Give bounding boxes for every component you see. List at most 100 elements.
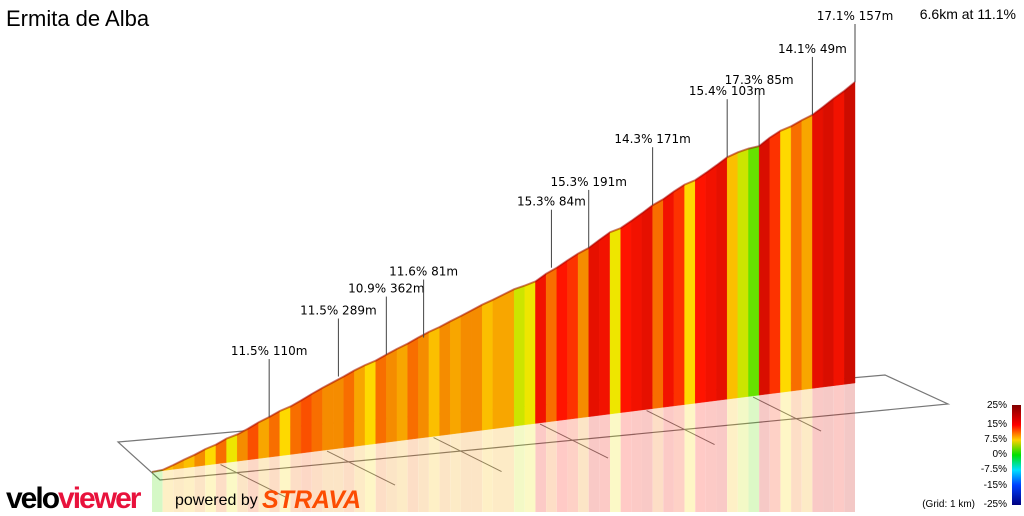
reflection-segment <box>727 397 738 512</box>
powered-by-text: powered by <box>175 492 258 509</box>
gradient-segment <box>492 294 504 430</box>
reflection-segment <box>567 418 579 512</box>
reflection-segment <box>418 436 429 512</box>
legend-color-bar <box>1012 405 1021 505</box>
grid-line-km-4 <box>539 423 609 459</box>
annotation-label: 15.3% 191m <box>550 175 627 189</box>
gradient-segment <box>386 348 398 443</box>
reflection-segment <box>279 454 291 512</box>
annotation-label: 14.1% 49m <box>778 42 847 56</box>
reflection-segment <box>663 405 674 512</box>
reflection-segment <box>439 434 451 512</box>
gradient-segment <box>258 416 270 459</box>
reflection-segment <box>407 438 419 512</box>
gradient-segment <box>332 376 344 450</box>
reflection-segment <box>428 435 440 512</box>
reflection-segment <box>535 422 547 512</box>
reflection-segment <box>737 396 749 512</box>
reflection-segment <box>748 395 760 512</box>
annotations: 11.5% 110m 11.5% 289m 10.9% 362m 11.6% 81m 1… <box>231 9 894 418</box>
legend-tick-label: 15% <box>987 419 1007 430</box>
gradient-segment <box>812 106 824 389</box>
reflection-segment <box>588 415 600 512</box>
reflection-segment <box>524 423 536 512</box>
gradient-segment <box>716 156 728 401</box>
reflection-segment <box>641 408 653 512</box>
gradient-segment <box>620 220 632 413</box>
gradient-segment <box>684 179 696 405</box>
gradient-segment <box>790 119 802 392</box>
reflection-segment <box>503 426 515 512</box>
gradient-segment <box>524 281 536 426</box>
gradient-segment <box>833 90 845 386</box>
gradient-segment <box>801 114 813 390</box>
gradient-segment <box>695 172 707 404</box>
reflection-segment <box>492 427 504 512</box>
gradient-segment <box>322 381 334 451</box>
gradient-segment <box>758 137 770 396</box>
gradient-segment <box>439 320 451 436</box>
logo-viewer: viewer <box>58 482 141 515</box>
reflection-segment <box>301 451 312 512</box>
gradient-segment <box>609 227 621 415</box>
grid-line-km-2 <box>326 450 396 486</box>
gradient-segment <box>481 299 494 431</box>
reflection-segment <box>705 400 717 512</box>
gradient-segment <box>364 360 376 446</box>
gradient-segment <box>844 81 856 385</box>
annotation-label: 15.4% 103m <box>689 84 766 98</box>
reflection-segment <box>471 430 483 512</box>
veloviewer-logo[interactable]: veloviewer <box>6 482 141 516</box>
reflection-segment <box>482 428 493 512</box>
reflection-segment <box>812 387 824 512</box>
gradient-segment <box>748 145 760 397</box>
reflection-segment <box>237 459 248 512</box>
gradient-legend: 25% 15% 7.5% 0% -7.5% -15% -25% (Grid: 1 km) <box>922 400 1021 510</box>
strava-logo[interactable]: STRAVA <box>262 486 362 514</box>
gradient-segment <box>652 198 664 409</box>
reflection-segment <box>546 420 557 512</box>
grid-line-km-1 <box>220 464 289 499</box>
reflection-segment <box>386 440 397 512</box>
gradient-segment <box>545 267 557 423</box>
reflection-segment <box>322 449 334 512</box>
gradient-segment <box>279 406 291 457</box>
gradient-segment <box>556 260 568 421</box>
gradient-segment <box>354 364 366 447</box>
annotation-label: 14.3% 171m <box>614 132 691 146</box>
gradient-segment <box>726 151 739 400</box>
reflection-segment <box>620 411 632 512</box>
reflection-segment <box>354 445 366 512</box>
grid-scale-note: (Grid: 1 km) <box>922 499 975 510</box>
reflection-segment <box>215 462 227 512</box>
reflection-segment <box>194 465 206 512</box>
annotation-label: 17.3% 85m <box>725 73 794 87</box>
reflection-segment <box>801 388 813 512</box>
gradient-segment <box>471 304 483 432</box>
profile-reflection <box>152 383 855 512</box>
annotation-label: 11.5% 110m <box>231 344 308 358</box>
gradient-segment <box>290 400 302 455</box>
gradient-segment <box>375 354 387 444</box>
reflection-segment <box>258 457 270 512</box>
gradient-segment <box>460 310 472 434</box>
gradient-segment <box>396 343 408 442</box>
reflection-segment <box>833 384 845 512</box>
reflection-segment <box>759 393 770 512</box>
gradient-segment <box>513 285 526 427</box>
gradient-segment <box>599 231 611 416</box>
reflection-segment <box>780 391 792 512</box>
reflection-segment <box>631 409 642 512</box>
annotation-label: 10.9% 362m <box>348 282 425 296</box>
annotation-label: 11.6% 81m <box>389 265 458 279</box>
reflection-segment <box>152 470 163 512</box>
reflection-segment <box>652 407 664 512</box>
annotation-label: 17.1% 157m <box>817 9 894 23</box>
gradient-segment <box>418 331 430 439</box>
legend-tick-label: -15% <box>984 480 1007 491</box>
legend-tick-label: 0% <box>993 449 1008 460</box>
reflection-segment <box>450 432 461 512</box>
reflection-segment <box>716 399 728 512</box>
gradient-segment <box>780 125 792 393</box>
gradient-segment <box>450 315 462 435</box>
